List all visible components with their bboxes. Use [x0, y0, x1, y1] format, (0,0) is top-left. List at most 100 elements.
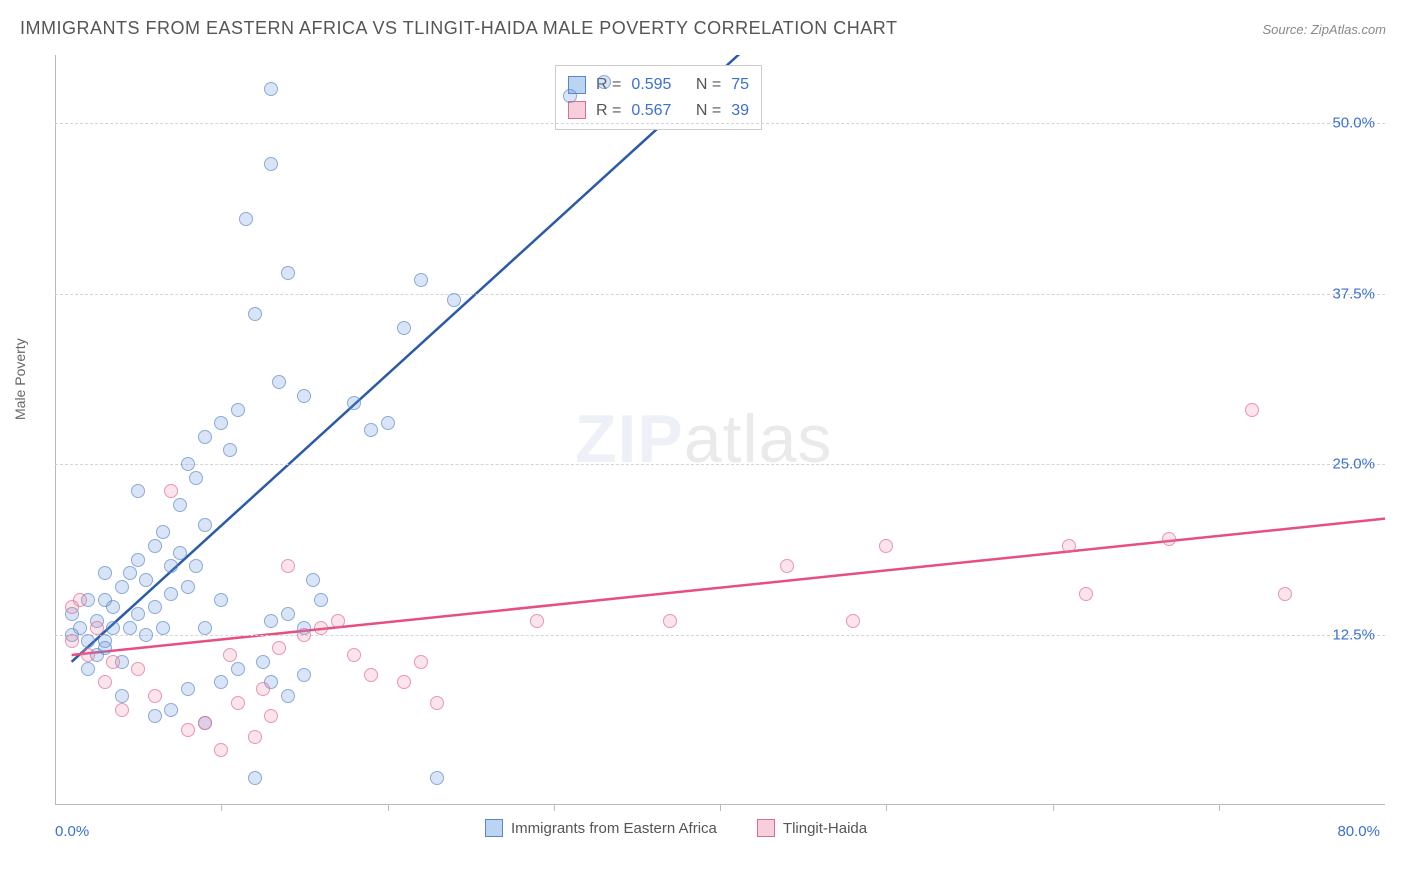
point-blue: [123, 621, 137, 635]
point-pink: [106, 655, 120, 669]
point-blue: [414, 273, 428, 287]
point-pink: [98, 675, 112, 689]
point-blue: [148, 709, 162, 723]
point-pink: [1278, 587, 1292, 601]
point-blue: [139, 573, 153, 587]
point-blue: [164, 587, 178, 601]
point-blue: [381, 416, 395, 430]
point-blue: [272, 375, 286, 389]
legend-label: Tlingit-Haida: [783, 820, 867, 837]
point-pink: [414, 655, 428, 669]
stats-r-value: 0.567: [631, 98, 671, 124]
point-blue: [73, 621, 87, 635]
point-pink: [65, 600, 79, 614]
swatch-pink-icon: [568, 101, 586, 119]
point-blue: [248, 771, 262, 785]
grid-line: [55, 294, 1385, 295]
point-blue: [98, 566, 112, 580]
point-pink: [256, 682, 270, 696]
point-pink: [81, 648, 95, 662]
point-pink: [364, 668, 378, 682]
point-blue: [430, 771, 444, 785]
bottom-legend: Immigrants from Eastern Africa Tlingit-H…: [485, 819, 867, 837]
point-blue: [173, 498, 187, 512]
point-blue: [148, 600, 162, 614]
point-pink: [115, 703, 129, 717]
point-blue: [281, 607, 295, 621]
point-blue: [223, 443, 237, 457]
point-blue: [189, 471, 203, 485]
x-tick-mark: [1219, 805, 1220, 811]
point-blue: [181, 457, 195, 471]
point-pink: [297, 628, 311, 642]
point-blue: [264, 614, 278, 628]
point-blue: [181, 580, 195, 594]
point-pink: [248, 730, 262, 744]
stats-n-label: N =: [696, 98, 721, 124]
point-blue: [164, 703, 178, 717]
point-blue: [173, 546, 187, 560]
point-blue: [306, 573, 320, 587]
point-blue: [256, 655, 270, 669]
point-pink: [148, 689, 162, 703]
chart-title: IMMIGRANTS FROM EASTERN AFRICA VS TLINGI…: [20, 18, 897, 39]
y-axis-label: Male Poverty: [12, 338, 28, 420]
point-blue: [214, 416, 228, 430]
point-blue: [189, 559, 203, 573]
point-blue: [297, 668, 311, 682]
stats-row-blue: R = 0.595 N = 75: [568, 72, 749, 98]
point-pink: [1079, 587, 1093, 601]
point-blue: [156, 525, 170, 539]
x-tick-mark: [1053, 805, 1054, 811]
grid-line: [55, 123, 1385, 124]
stats-row-pink: R = 0.567 N = 39: [568, 98, 749, 124]
point-blue: [264, 82, 278, 96]
point-pink: [181, 723, 195, 737]
y-tick-label: 25.0%: [1332, 456, 1375, 473]
point-blue: [214, 675, 228, 689]
point-blue: [115, 689, 129, 703]
point-blue: [248, 307, 262, 321]
point-blue: [81, 634, 95, 648]
point-blue: [447, 293, 461, 307]
swatch-blue-icon: [485, 819, 503, 837]
point-pink: [231, 696, 245, 710]
legend-label: Immigrants from Eastern Africa: [511, 820, 717, 837]
point-blue: [181, 682, 195, 696]
point-blue: [281, 689, 295, 703]
point-pink: [1245, 403, 1259, 417]
stats-n-value: 39: [731, 98, 749, 124]
point-blue: [98, 641, 112, 655]
point-pink: [264, 709, 278, 723]
point-pink: [90, 621, 104, 635]
stats-r-label: R =: [596, 98, 621, 124]
chart-area: ZIPatlas R = 0.595 N = 75 R = 0.567 N = …: [55, 55, 1385, 835]
point-blue: [106, 621, 120, 635]
point-blue: [198, 518, 212, 532]
x-tick-mark: [720, 805, 721, 811]
grid-line: [55, 464, 1385, 465]
point-blue: [131, 607, 145, 621]
stats-n-label: N =: [696, 72, 721, 98]
point-blue: [297, 389, 311, 403]
point-blue: [115, 580, 129, 594]
point-blue: [364, 423, 378, 437]
point-pink: [314, 621, 328, 635]
point-blue: [106, 600, 120, 614]
y-tick-label: 37.5%: [1332, 285, 1375, 302]
swatch-pink-icon: [757, 819, 775, 837]
x-tick-mark: [554, 805, 555, 811]
point-pink: [214, 743, 228, 757]
point-blue: [131, 484, 145, 498]
stats-r-value: 0.595: [631, 72, 671, 98]
point-blue: [231, 403, 245, 417]
point-blue: [156, 621, 170, 635]
point-pink: [780, 559, 794, 573]
point-blue: [214, 593, 228, 607]
point-pink: [131, 662, 145, 676]
point-blue: [597, 75, 611, 89]
point-blue: [347, 396, 361, 410]
point-pink: [430, 696, 444, 710]
point-pink: [1162, 532, 1176, 546]
y-axis-line: [55, 55, 56, 805]
